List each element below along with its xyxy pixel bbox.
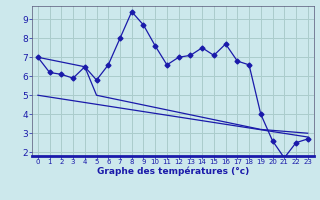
X-axis label: Graphe des températures (°c): Graphe des températures (°c) — [97, 167, 249, 176]
